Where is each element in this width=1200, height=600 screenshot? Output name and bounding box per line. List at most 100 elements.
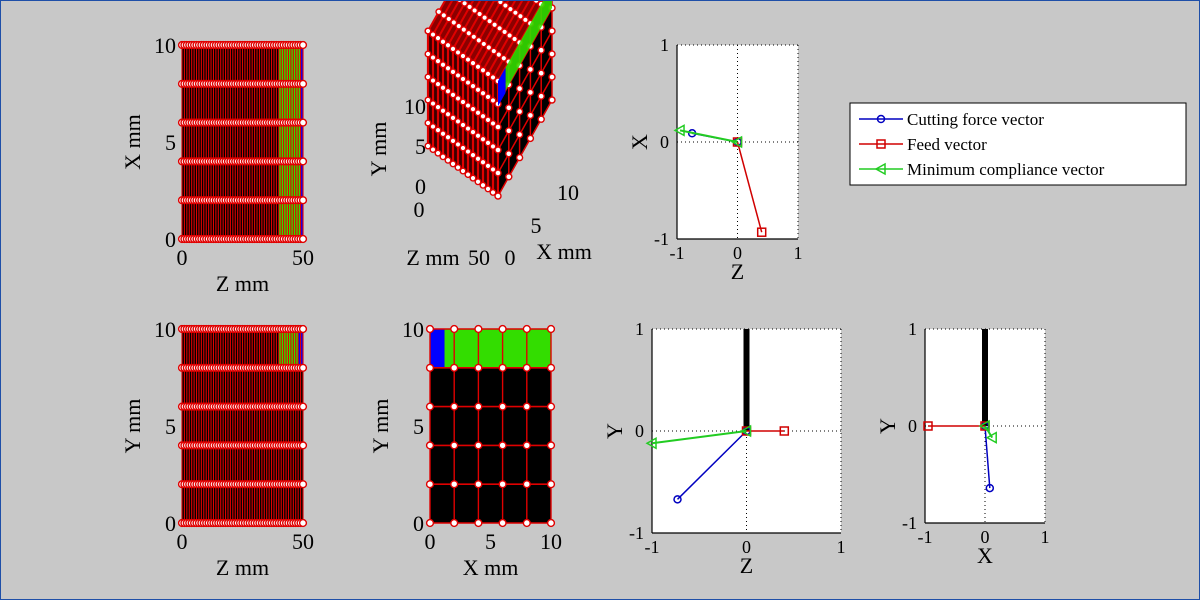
mesh-node [546, 363, 556, 372]
mesh-node [469, 82, 477, 90]
mesh-node [506, 5, 514, 13]
mesh-node [511, 9, 519, 17]
tick-label: 5 [165, 130, 176, 155]
mesh-node [546, 518, 556, 528]
mesh-node [298, 40, 308, 50]
x-axis-label: Z [740, 553, 753, 578]
mesh-node [521, 16, 529, 24]
x-axis-label: X [977, 543, 993, 568]
vector-line [679, 129, 738, 143]
mesh-node [450, 518, 459, 528]
active-elements-green [278, 45, 301, 239]
x-axis-label: Z mm [216, 271, 269, 296]
mesh-node [456, 1, 463, 4]
mesh-node [516, 12, 524, 20]
mesh-node [494, 169, 502, 177]
mesh-node [484, 70, 492, 78]
mesh-node [424, 27, 432, 35]
mesh-node [501, 2, 509, 10]
tick-label: -1 [645, 537, 660, 557]
mesh-node [439, 84, 447, 92]
mesh-node [479, 158, 487, 166]
mesh-node [298, 196, 308, 205]
mesh-node [490, 47, 498, 55]
tick-label: 5 [413, 414, 424, 439]
mesh-node [425, 480, 435, 489]
mesh-node [505, 173, 513, 181]
vector-line [676, 430, 748, 500]
legend-item: Feed vector [859, 135, 987, 154]
mesh-node [475, 36, 483, 44]
mesh-node [465, 29, 473, 37]
mesh-node [515, 153, 524, 162]
mesh-node [484, 162, 492, 170]
mesh-node [522, 324, 531, 334]
marker-square [876, 139, 886, 149]
mesh-node [298, 324, 308, 334]
mesh-node [474, 109, 482, 117]
tick-label: 1 [837, 537, 846, 557]
y-axis-label: Y mm [120, 399, 145, 454]
tick-label: 0 [165, 227, 176, 252]
mesh-node [425, 441, 435, 450]
mesh-node [515, 130, 524, 139]
mesh-node [454, 117, 462, 125]
mesh-node [474, 63, 482, 71]
marker-triangle [978, 419, 990, 433]
mesh-node [435, 8, 443, 16]
panel-mesh_xy: 0 5 10 0 5 10 X mm Y mm [368, 317, 562, 580]
mesh-node [537, 46, 545, 54]
mesh-node [481, 14, 489, 22]
mesh-node [498, 402, 507, 411]
mesh-node [469, 174, 477, 182]
top-rib [437, 1, 461, 39]
tick-label: 1 [908, 319, 917, 339]
tick-label: 1 [660, 35, 669, 55]
mesh-node [459, 144, 467, 152]
tick-label: 0 [177, 245, 188, 270]
y-axis-label: X [627, 134, 652, 150]
tick-label: 50 [292, 245, 314, 270]
mesh-node [449, 137, 457, 145]
mesh-node [425, 518, 435, 528]
mesh-node [491, 21, 499, 29]
mesh-node [532, 1, 540, 5]
top-rib [487, 1, 531, 75]
tick-label: 0 [908, 416, 917, 436]
mesh-node [474, 324, 483, 334]
y-axis-label: Y mm [366, 122, 391, 177]
active-elements-blue [300, 45, 303, 239]
mesh-node [489, 73, 497, 81]
marker-square [779, 426, 790, 436]
mesh-node [537, 115, 545, 123]
mesh-node [484, 116, 492, 124]
tick-label: 0 [660, 132, 669, 152]
mesh-node [459, 167, 467, 175]
mesh-node [450, 480, 459, 489]
mesh-node [464, 56, 472, 64]
x-axis-label: Z [731, 259, 744, 284]
mesh-node [498, 518, 507, 528]
tick-label: 50 [468, 245, 490, 270]
marker-triangle [985, 431, 997, 444]
mesh-node [469, 105, 477, 113]
mesh-node [464, 171, 472, 179]
mesh-node [439, 107, 447, 115]
mesh-node [505, 127, 513, 135]
tick-label: -1 [902, 513, 917, 533]
mesh-node [522, 402, 531, 411]
tick-label: -1 [918, 527, 933, 547]
x-axis-label: X mm [463, 555, 519, 580]
mesh-node [450, 324, 459, 334]
tick-label: -1 [629, 523, 644, 543]
mesh-node [479, 89, 487, 97]
tick-label: 10 [540, 529, 562, 554]
top-rib [427, 1, 447, 32]
mesh-node [498, 441, 507, 450]
active-elements-green [444, 329, 551, 368]
mesh-node [474, 178, 482, 186]
mesh-node [496, 1, 504, 6]
mesh-node [489, 142, 497, 150]
mesh-node [450, 363, 459, 372]
